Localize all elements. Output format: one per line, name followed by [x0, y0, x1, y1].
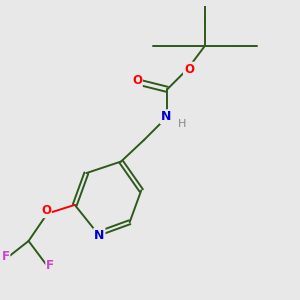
Text: O: O — [41, 204, 51, 217]
Text: F: F — [46, 259, 54, 272]
Text: O: O — [184, 63, 194, 76]
Text: F: F — [2, 250, 9, 263]
Text: H: H — [178, 119, 186, 129]
Text: N: N — [94, 229, 104, 242]
Text: N: N — [160, 110, 171, 123]
Text: O: O — [132, 74, 142, 87]
